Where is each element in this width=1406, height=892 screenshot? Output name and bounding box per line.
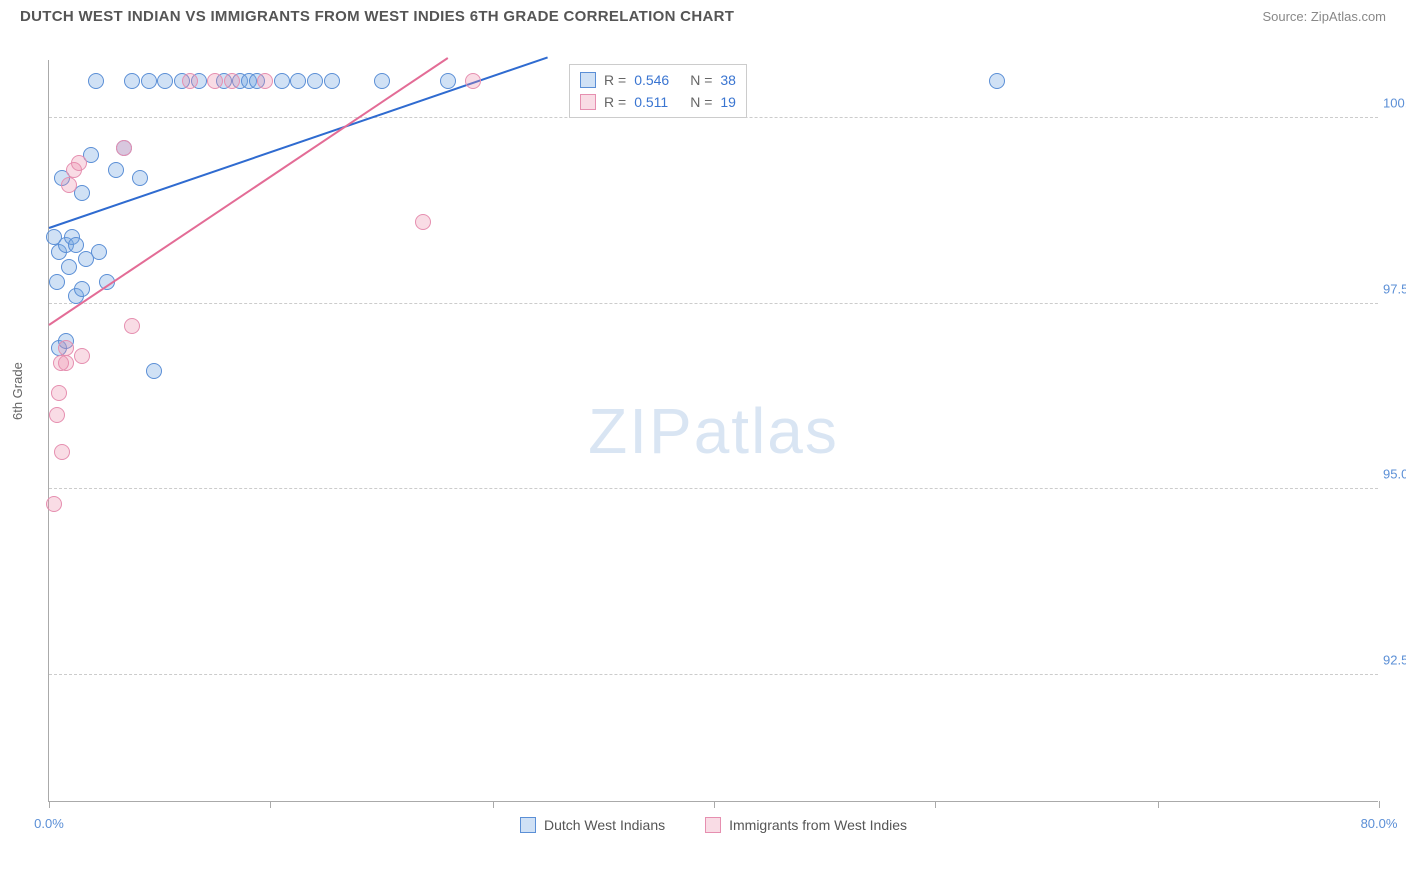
gridline-h — [49, 303, 1378, 304]
y-tick-label: 100.0% — [1383, 96, 1406, 111]
data-point — [182, 73, 198, 89]
legend-series-item: Dutch West Indians — [520, 817, 665, 833]
x-tick — [493, 801, 494, 808]
y-axis-label: 6th Grade — [10, 362, 25, 420]
data-point — [116, 140, 132, 156]
data-point — [51, 385, 67, 401]
data-point — [61, 259, 77, 275]
legend-correlation: R = 0.546 N = 38 R = 0.511 N = 19 — [569, 64, 747, 118]
data-point — [290, 73, 306, 89]
data-point — [71, 155, 87, 171]
page-title: DUTCH WEST INDIAN VS IMMIGRANTS FROM WES… — [20, 8, 734, 25]
data-point — [49, 407, 65, 423]
legend-r-label: R = — [604, 91, 626, 113]
data-point — [108, 162, 124, 178]
data-point — [61, 177, 77, 193]
x-tick — [935, 801, 936, 808]
legend-series-label: Immigrants from West Indies — [729, 817, 907, 833]
x-tick — [270, 801, 271, 808]
data-point — [307, 73, 323, 89]
x-tick — [1379, 801, 1380, 808]
legend-series: Dutch West Indians Immigrants from West I… — [49, 817, 1378, 833]
legend-r-value: 0.511 — [634, 91, 682, 113]
legend-swatch — [520, 817, 536, 833]
data-point — [74, 348, 90, 364]
data-point — [132, 170, 148, 186]
data-point — [58, 340, 74, 356]
data-point — [46, 496, 62, 512]
source-attribution: Source: ZipAtlas.com — [1262, 9, 1386, 24]
y-tick-label: 97.5% — [1383, 281, 1406, 296]
data-point — [274, 73, 290, 89]
data-point — [989, 73, 1005, 89]
data-point — [257, 73, 273, 89]
x-tick — [49, 801, 50, 808]
data-point — [49, 274, 65, 290]
data-point — [374, 73, 390, 89]
data-point — [224, 73, 240, 89]
legend-swatch — [705, 817, 721, 833]
legend-swatch — [580, 94, 596, 110]
legend-row: R = 0.511 N = 19 — [580, 91, 736, 113]
legend-r-label: R = — [604, 69, 626, 91]
trend-line — [48, 57, 448, 326]
data-point — [124, 73, 140, 89]
data-point — [157, 73, 173, 89]
scatter-chart: ZIPatlas 92.5%95.0%97.5%100.0%0.0%80.0%R… — [48, 60, 1378, 802]
x-tick — [714, 801, 715, 808]
data-point — [88, 73, 104, 89]
legend-n-value: 38 — [720, 69, 736, 91]
data-point — [54, 444, 70, 460]
data-point — [324, 73, 340, 89]
legend-series-item: Immigrants from West Indies — [705, 817, 907, 833]
legend-row: R = 0.546 N = 38 — [580, 69, 736, 91]
gridline-h — [49, 488, 1378, 489]
gridline-h — [49, 674, 1378, 675]
data-point — [91, 244, 107, 260]
data-point — [440, 73, 456, 89]
legend-n-value: 19 — [720, 91, 736, 113]
legend-n-label: N = — [690, 91, 712, 113]
data-point — [415, 214, 431, 230]
y-tick-label: 95.0% — [1383, 467, 1406, 482]
legend-r-value: 0.546 — [634, 69, 682, 91]
data-point — [207, 73, 223, 89]
data-point — [74, 281, 90, 297]
data-point — [146, 363, 162, 379]
data-point — [124, 318, 140, 334]
watermark: ZIPatlas — [588, 394, 839, 468]
data-point — [58, 355, 74, 371]
legend-swatch — [580, 72, 596, 88]
data-point — [68, 237, 84, 253]
legend-n-label: N = — [690, 69, 712, 91]
y-tick-label: 92.5% — [1383, 652, 1406, 667]
data-point — [141, 73, 157, 89]
data-point — [465, 73, 481, 89]
legend-series-label: Dutch West Indians — [544, 817, 665, 833]
x-tick — [1158, 801, 1159, 808]
